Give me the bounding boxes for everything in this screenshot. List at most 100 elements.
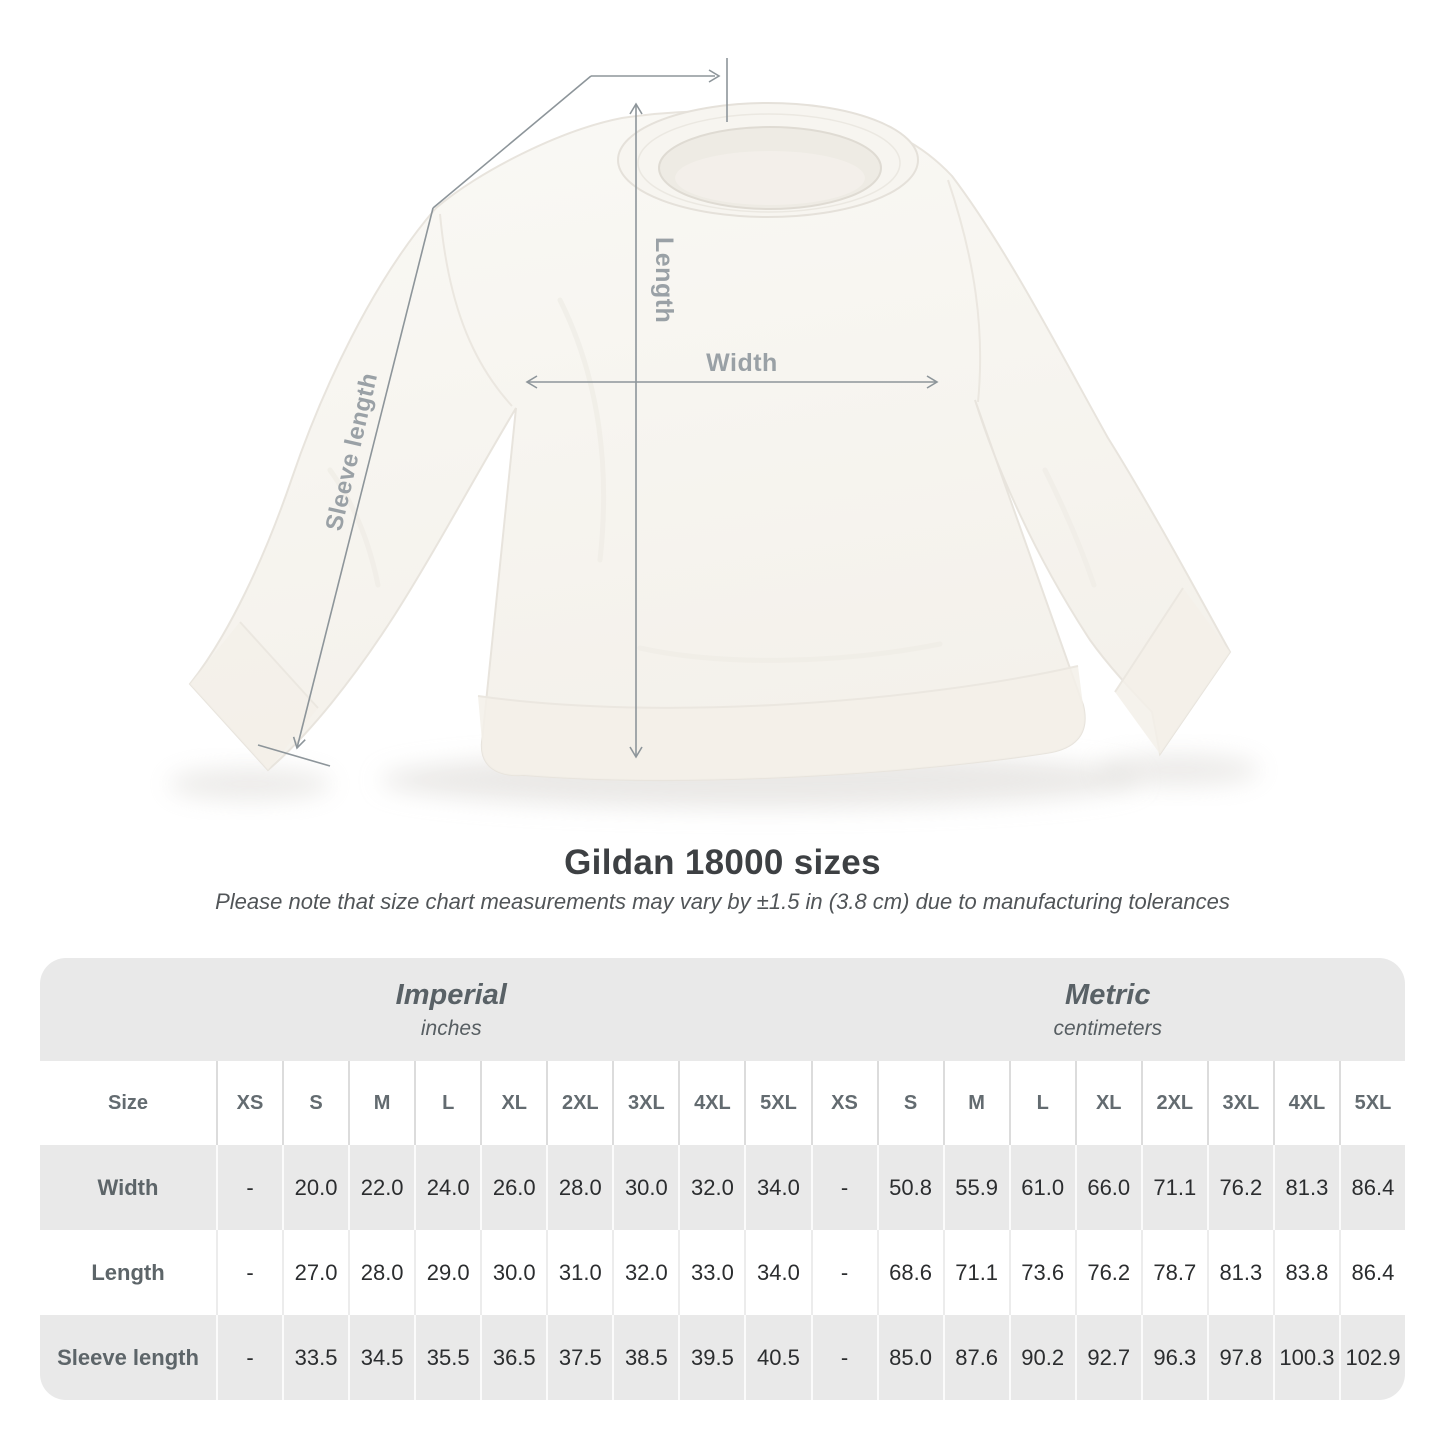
size-header-cell: 3XL [1206, 1061, 1273, 1145]
value-cell: 76.2 [1074, 1230, 1141, 1315]
size-header-cell: 3XL [612, 1061, 679, 1145]
collar [617, 102, 919, 218]
row-label-cell: Width [40, 1145, 216, 1230]
hem-band [478, 666, 1085, 780]
value-cell: - [216, 1315, 283, 1400]
row-label-cell: Sleeve length [40, 1315, 216, 1400]
value-cell: 86.4 [1338, 1230, 1405, 1315]
size-header-cell: M [348, 1061, 415, 1145]
value-cell: 33.0 [678, 1230, 745, 1315]
value-cell: 73.6 [1008, 1230, 1075, 1315]
size-header-cell: XL [480, 1061, 547, 1145]
value-cell: 50.8 [876, 1145, 943, 1230]
value-cell: 83.8 [1272, 1230, 1339, 1315]
value-cell: 27.0 [282, 1230, 349, 1315]
value-cell: 20.0 [282, 1145, 349, 1230]
unit-sublabel: centimeters [1053, 1016, 1163, 1040]
value-cell: 39.5 [678, 1315, 745, 1400]
size-header-cell: M [942, 1061, 1009, 1145]
unit-group-metric: Metric centimeters [810, 958, 1405, 1061]
value-cell: 26.0 [480, 1145, 547, 1230]
fold-line [327, 467, 381, 588]
size-header-cell: XL [1074, 1061, 1141, 1145]
value-cell: 76.2 [1206, 1145, 1273, 1230]
size-col-header: Size [40, 1061, 216, 1145]
value-cell: 81.3 [1206, 1230, 1273, 1315]
value-cell: 61.0 [1008, 1145, 1075, 1230]
value-cell: 36.5 [480, 1315, 547, 1400]
length-top-arrowhead-icon [629, 102, 643, 115]
value-cell: 34.5 [348, 1315, 415, 1400]
right-cuff-seam [1114, 587, 1184, 693]
value-cell: 87.6 [942, 1315, 1009, 1400]
size-header-cell: XS [810, 1061, 877, 1145]
value-cell: 33.5 [282, 1315, 349, 1400]
measurement-diagram: Length Width Sleeve length [168, 58, 1260, 808]
size-table: Imperial inches Metric centimeters Size XS S M L… [40, 958, 1405, 1400]
value-cell: - [216, 1230, 283, 1315]
value-cell: 37.5 [546, 1315, 613, 1400]
top-arrowhead-icon [708, 69, 721, 83]
size-header-cell: 2XL [1140, 1061, 1207, 1145]
right-armhole-seam [947, 179, 982, 403]
value-cell: 24.0 [414, 1145, 481, 1230]
sweatshirt-illustration [188, 102, 1232, 781]
row-label-cell: Length [40, 1230, 216, 1315]
value-cell: 66.0 [1074, 1145, 1141, 1230]
value-cell: - [216, 1145, 283, 1230]
value-cell: 78.7 [1140, 1230, 1207, 1315]
sleeve-end-tick [257, 744, 331, 767]
size-header-cell: 2XL [546, 1061, 613, 1145]
value-cell: 40.5 [744, 1315, 811, 1400]
value-cell: 30.0 [612, 1145, 679, 1230]
length-label: Length [650, 237, 678, 323]
fold-line [637, 641, 943, 663]
fold-line [557, 297, 607, 563]
width-left-arrowhead-icon [525, 375, 538, 389]
value-cell: 68.6 [876, 1230, 943, 1315]
left-cuff [190, 622, 318, 770]
value-cell: 35.5 [414, 1315, 481, 1400]
unit-group-imperial: Imperial inches [40, 958, 811, 1061]
value-cell: 55.9 [942, 1145, 1009, 1230]
value-cell: 29.0 [414, 1230, 481, 1315]
value-cell: 102.9 [1338, 1315, 1405, 1400]
left-armhole-seam [439, 213, 513, 407]
value-cell: 28.0 [546, 1145, 613, 1230]
length-bottom-arrowhead-icon [629, 746, 643, 759]
value-cell: 32.0 [612, 1230, 679, 1315]
chart-note: Please note that size chart measurements… [215, 889, 1230, 914]
unit-label: Imperial [395, 978, 507, 1011]
width-label: Width [706, 349, 778, 377]
sleeve-arrowhead-icon [292, 736, 306, 750]
size-header-cell: L [1008, 1061, 1075, 1145]
value-cell: 34.0 [744, 1145, 811, 1230]
value-cell: 30.0 [480, 1230, 547, 1315]
unit-label: Metric [1065, 978, 1151, 1011]
value-cell: 100.3 [1272, 1315, 1339, 1400]
value-cell: 90.2 [1008, 1315, 1075, 1400]
value-cell: 92.7 [1074, 1315, 1141, 1400]
size-header-cell: XS [216, 1061, 283, 1145]
value-cell: 86.4 [1338, 1145, 1405, 1230]
value-cell: 34.0 [744, 1230, 811, 1315]
value-cell: 71.1 [942, 1230, 1009, 1315]
value-cell: 96.3 [1140, 1315, 1207, 1400]
size-header-cell: 4XL [678, 1061, 745, 1145]
size-header-cell: L [414, 1061, 481, 1145]
width-right-arrowhead-icon [926, 375, 939, 389]
hem-seam [477, 665, 1079, 709]
fold-line [1042, 467, 1097, 588]
sleeve-length-line [296, 207, 434, 749]
value-cell: 32.0 [678, 1145, 745, 1230]
value-cell: 28.0 [348, 1230, 415, 1315]
value-cell: 97.8 [1206, 1315, 1273, 1400]
value-cell: 31.0 [546, 1230, 613, 1315]
value-cell: 38.5 [612, 1315, 679, 1400]
value-cell: 81.3 [1272, 1145, 1339, 1230]
shoulder-diagonal-line [432, 75, 592, 209]
size-header-cell: 5XL [1338, 1061, 1405, 1145]
value-cell: - [810, 1230, 877, 1315]
